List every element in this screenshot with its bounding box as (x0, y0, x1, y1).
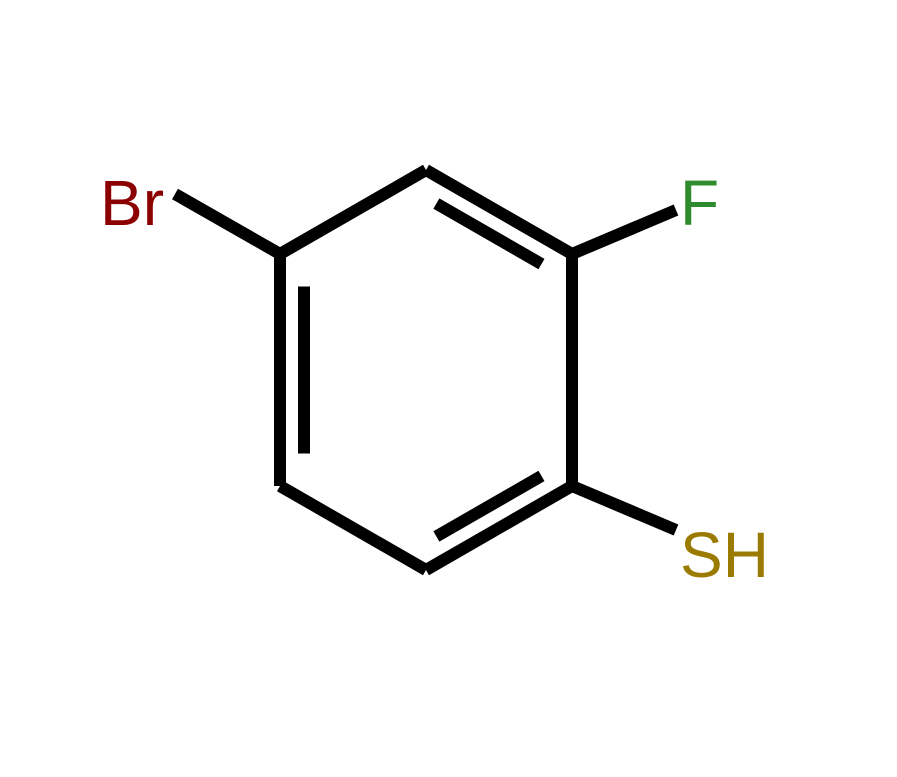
fluorine-atom-label: F (680, 166, 719, 240)
thiol-atom-label: SH (680, 518, 769, 592)
molecule-svg (0, 0, 897, 777)
bromine-atom-label: Br (100, 166, 164, 240)
molecule-canvas: Br F SH (0, 0, 897, 777)
